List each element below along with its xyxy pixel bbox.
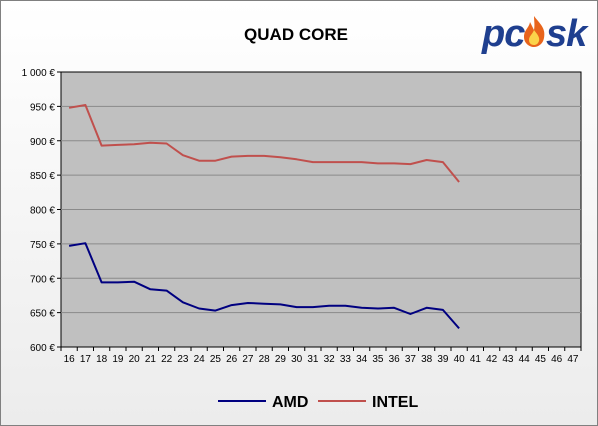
y-tick-label: 900 € [30, 137, 55, 148]
x-tick-label: 29 [275, 354, 287, 365]
site-logo: pc sk [481, 13, 590, 55]
y-tick-label: 650 € [30, 309, 55, 320]
x-tick-label: 21 [145, 354, 157, 365]
y-tick-label: 750 € [30, 240, 55, 251]
x-tick-label: 32 [324, 354, 336, 365]
legend: AMD INTEL [218, 394, 418, 411]
x-tick-label: 27 [242, 354, 254, 365]
x-tick-label: 44 [519, 354, 531, 365]
x-tick-label: 47 [567, 354, 579, 365]
y-tick-label: 1 000 € [22, 68, 56, 79]
y-tick-label: 800 € [30, 206, 55, 217]
x-tick-label: 39 [437, 354, 449, 365]
x-tick-label: 41 [470, 354, 482, 365]
x-tick-label: 17 [80, 354, 92, 365]
x-tick-label: 34 [356, 354, 368, 365]
x-tick-label: 43 [502, 354, 514, 365]
gridlines [61, 105, 581, 314]
y-tick-label: 600 € [30, 343, 55, 354]
x-tick-label: 18 [96, 354, 108, 365]
flame-icon [524, 16, 545, 47]
x-tick-label: 25 [210, 354, 222, 365]
y-axis-ticks: 600 € 650 € 700 € 750 € 800 € 850 € 900 € 950 €… [22, 68, 61, 354]
x-tick-label: 30 [291, 354, 303, 365]
y-tick-label: 850 € [30, 171, 55, 182]
series-lines [68, 104, 460, 330]
x-tick-label: 35 [372, 354, 384, 365]
x-tick-label: 26 [226, 354, 238, 365]
x-tick-label: 42 [486, 354, 498, 365]
series-line-amd [68, 242, 460, 330]
logo-text-left: pc [481, 13, 525, 55]
legend-label-intel: INTEL [372, 394, 418, 411]
x-tick-label: 23 [177, 354, 189, 365]
x-tick-label: 19 [112, 354, 124, 365]
x-tick-label: 20 [129, 354, 141, 365]
y-tick-label: 700 € [30, 274, 55, 285]
y-tick-label: 950 € [30, 102, 55, 113]
x-tick-label: 16 [64, 354, 76, 365]
chart-title: QUAD CORE [244, 25, 348, 44]
series-line-intel [68, 104, 460, 183]
x-tick-label: 24 [194, 354, 206, 365]
legend-label-amd: AMD [272, 394, 308, 411]
x-axis-ticks: 16 17 18 19 20 21 22 23 24 25 26 27 28 29 30 31 32 33 34 35… [60, 347, 582, 365]
x-tick-label: 33 [340, 354, 352, 365]
x-tick-label: 22 [161, 354, 173, 365]
logo-text-right: sk [546, 13, 589, 55]
x-tick-label: 40 [454, 354, 466, 365]
x-tick-label: 38 [421, 354, 433, 365]
x-tick-label: 28 [259, 354, 271, 365]
x-tick-label: 36 [389, 354, 401, 365]
x-tick-label: 37 [405, 354, 417, 365]
x-tick-label: 46 [551, 354, 563, 365]
x-tick-label: 45 [535, 354, 547, 365]
x-tick-label: 31 [307, 354, 319, 365]
